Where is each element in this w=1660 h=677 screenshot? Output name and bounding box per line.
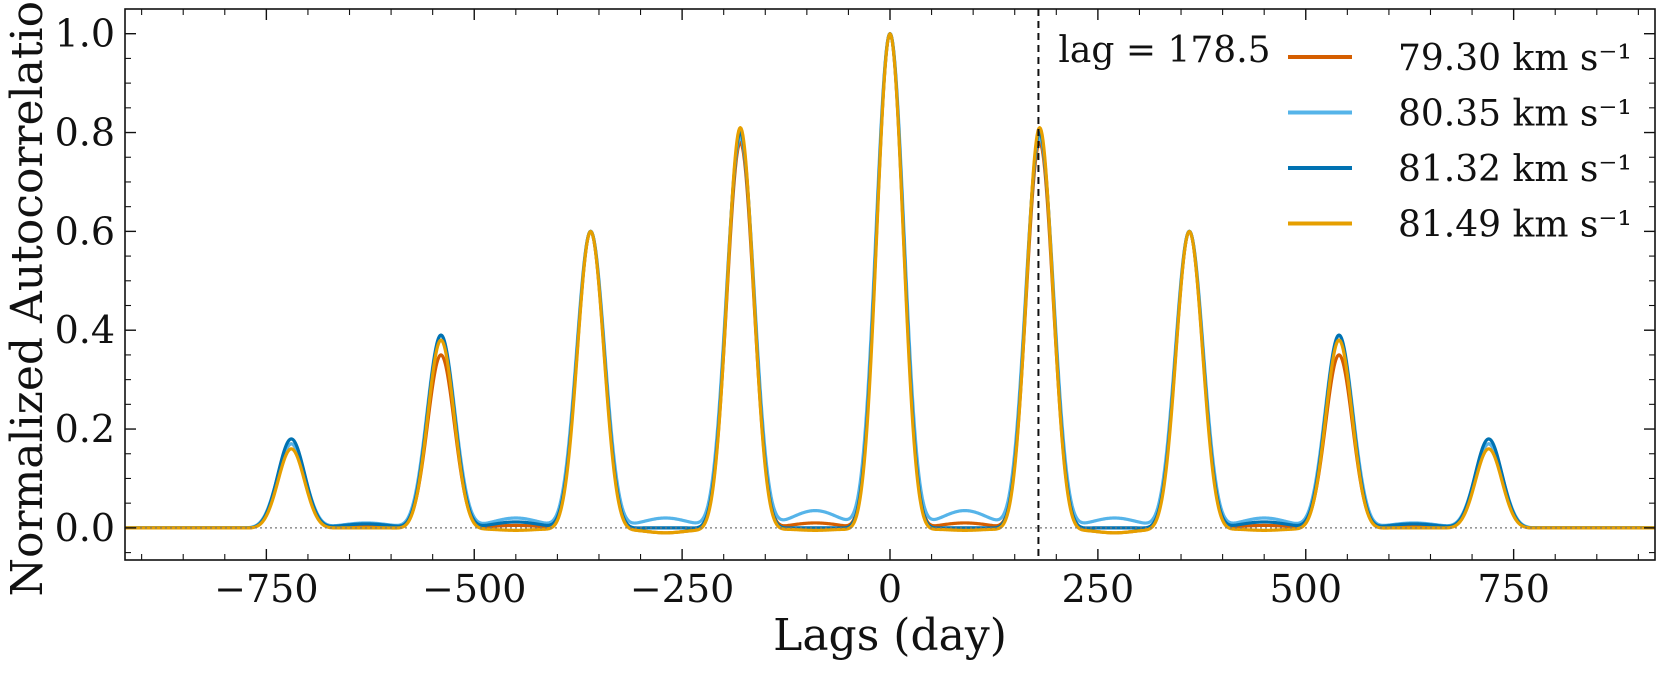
y-tick-label: 0.0 [55, 506, 115, 550]
x-tick-label: −750 [214, 567, 318, 611]
x-tick-label: 750 [1477, 567, 1550, 611]
axis-ticks [125, 9, 1655, 560]
x-tick-label: 500 [1269, 567, 1342, 611]
x-tick-label: 250 [1062, 567, 1135, 611]
y-tick-label: 1.0 [55, 12, 115, 56]
y-tick-labels: 0.0 0.2 0.4 0.6 0.8 1.0 [55, 12, 115, 550]
y-axis-label: Normalized Autocorrelation [2, 0, 53, 596]
legend-label: 81.32 km s⁻¹ [1398, 149, 1632, 190]
x-tick-label: −500 [422, 567, 526, 611]
y-tick-label: 0.6 [55, 209, 115, 253]
legend-label: 79.30 km s⁻¹ [1398, 38, 1632, 79]
x-tick-labels: −750 −500 −250 0 250 500 750 [214, 567, 1550, 611]
lag-annotation: lag = 178.5 [1058, 30, 1270, 71]
x-axis-label: Lags (day) [773, 610, 1007, 661]
y-tick-label: 0.2 [55, 407, 115, 451]
plot-frame [124, 8, 1656, 561]
legend-label: 81.49 km s⁻¹ [1398, 205, 1632, 246]
x-tick-label: 0 [878, 567, 902, 611]
legend: 79.30 km s⁻¹ 80.35 km s⁻¹ 81.32 km s⁻¹ 81.4… [1288, 38, 1632, 246]
x-tick-label: −250 [630, 567, 734, 611]
y-tick-label: 0.8 [55, 111, 115, 155]
y-tick-label: 0.4 [55, 308, 115, 352]
legend-label: 80.35 km s⁻¹ [1398, 94, 1632, 135]
